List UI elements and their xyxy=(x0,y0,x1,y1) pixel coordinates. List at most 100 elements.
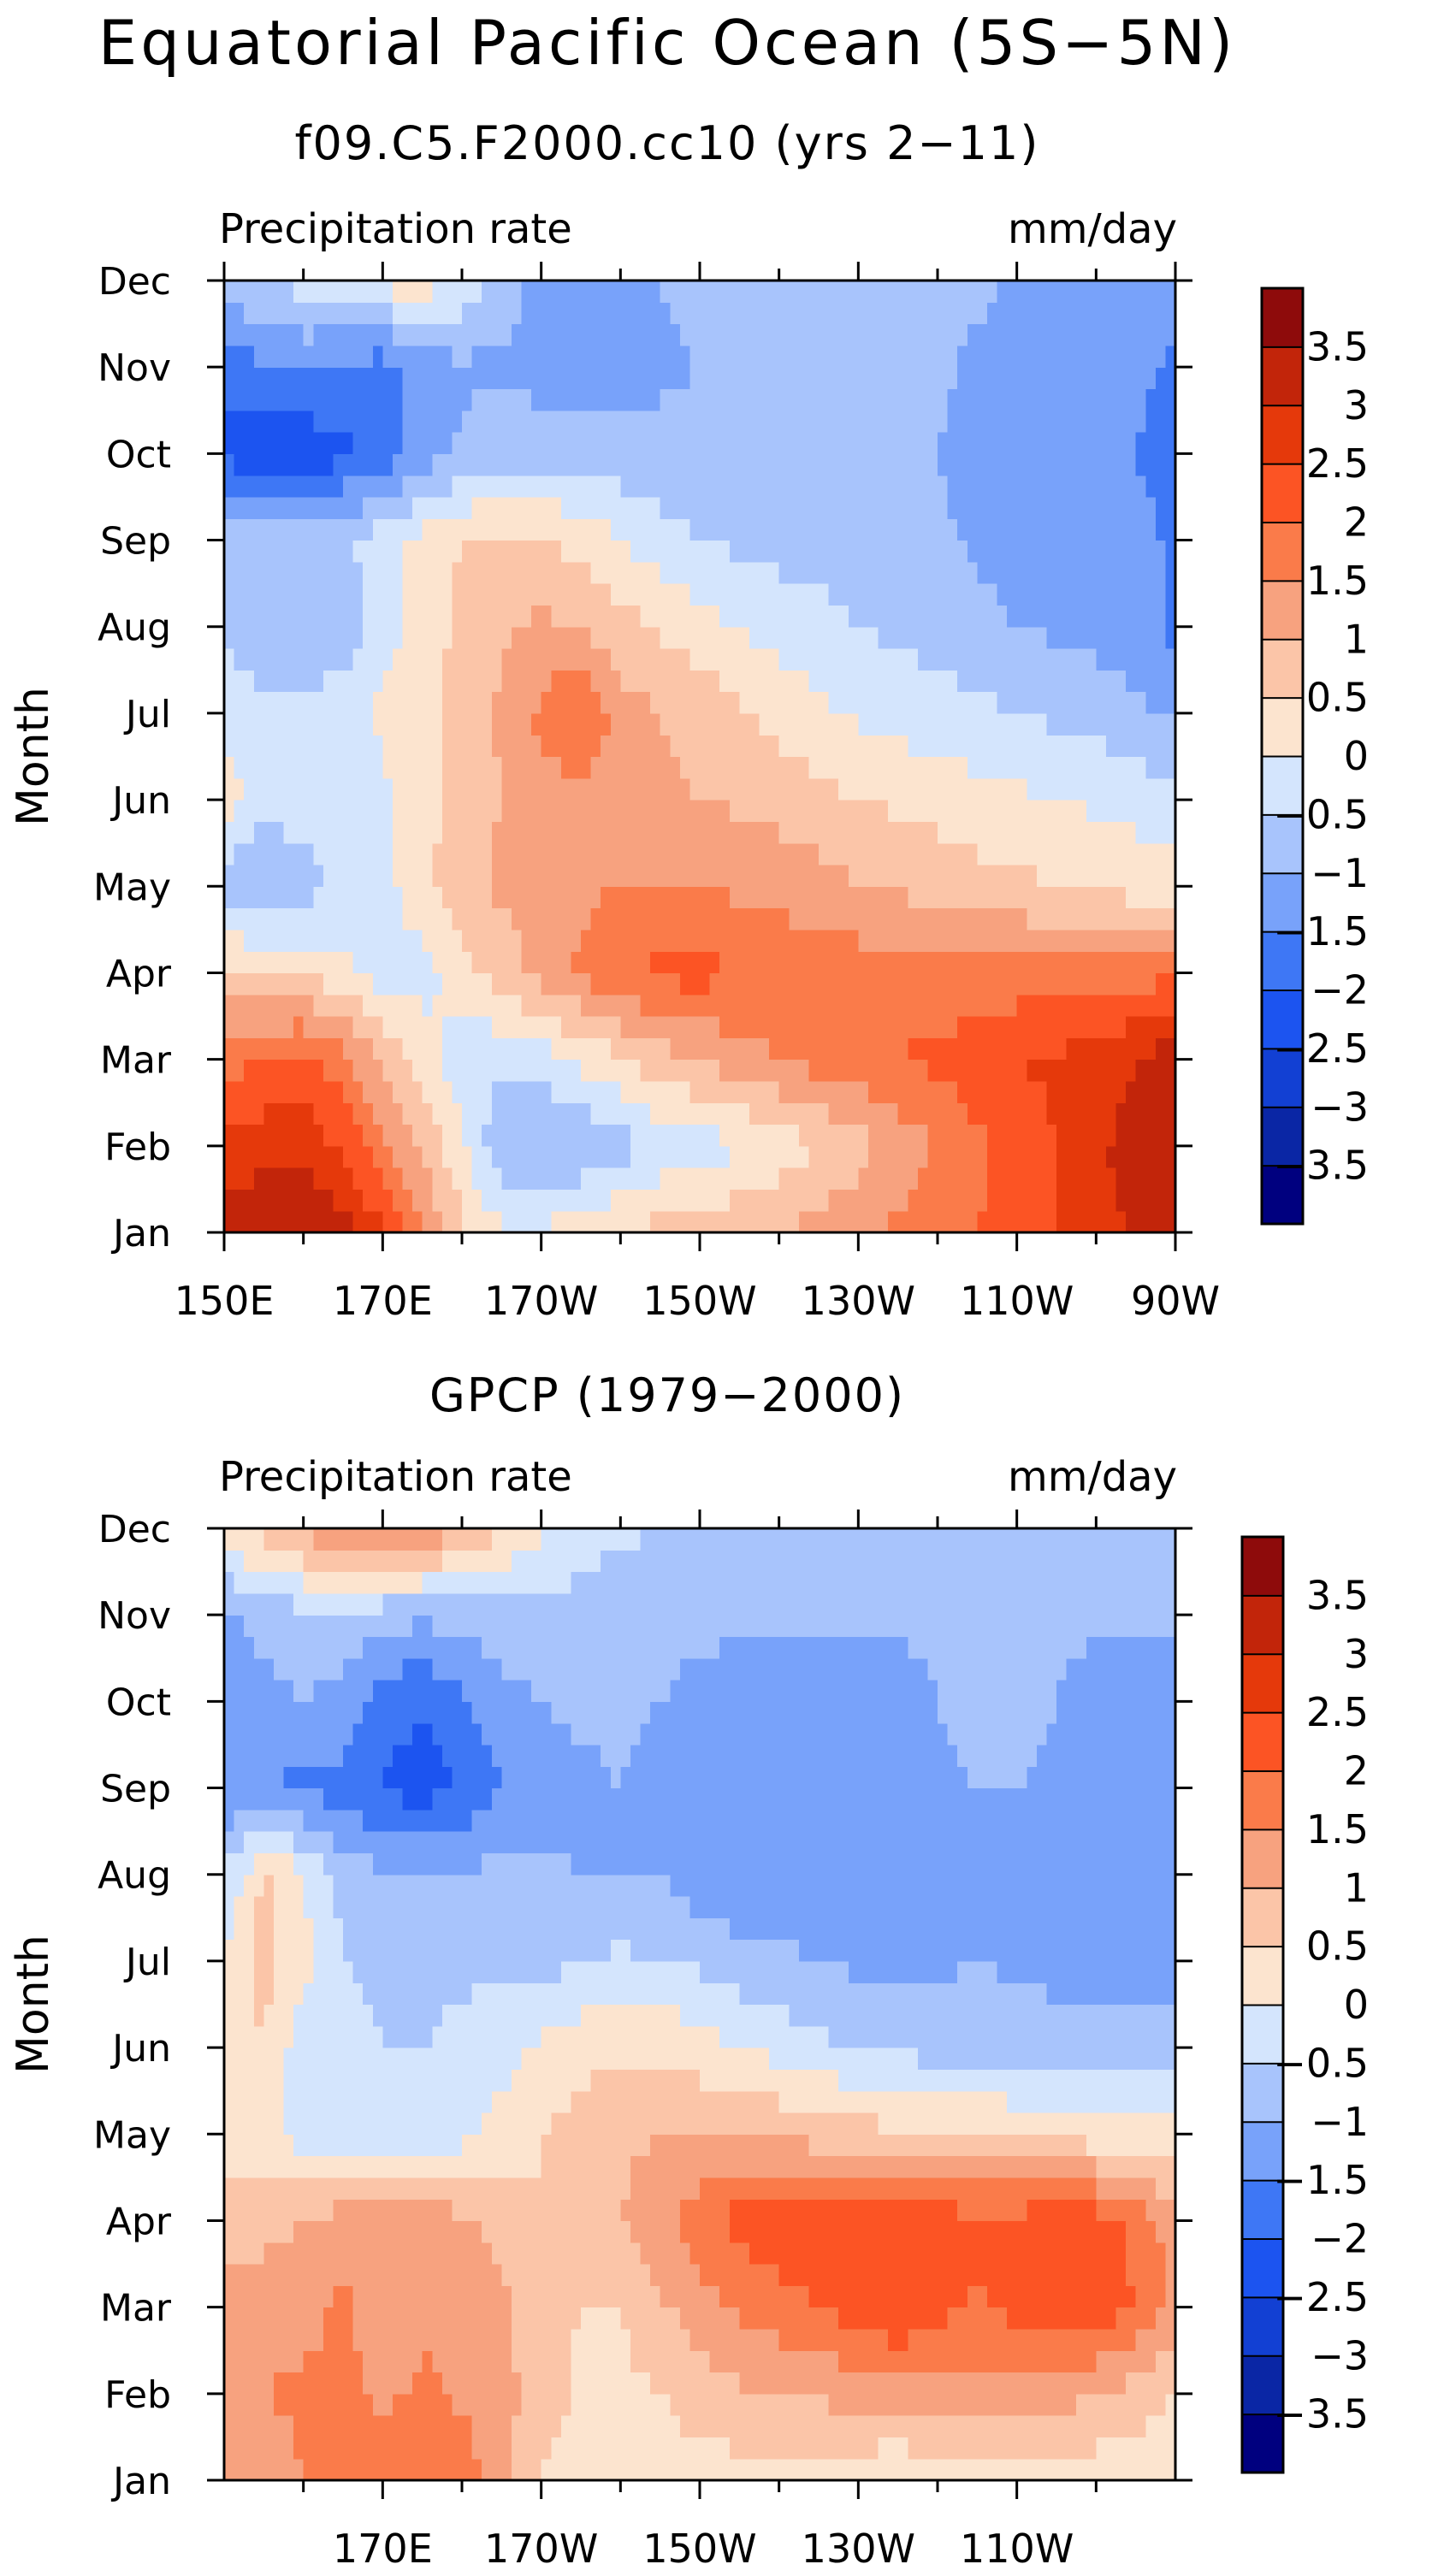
contour-cell xyxy=(709,1145,720,1168)
contour-cell xyxy=(1066,432,1077,454)
contour-cell xyxy=(263,2307,275,2330)
contour-cell xyxy=(749,691,760,714)
contour-cell xyxy=(253,670,264,693)
contour-cell xyxy=(1126,2458,1137,2481)
contour-cell xyxy=(897,583,908,606)
contour-cell xyxy=(878,1124,889,1147)
contour-cell xyxy=(769,323,780,346)
contour-cell xyxy=(382,1016,394,1038)
contour-cell xyxy=(858,475,869,498)
contour-cell xyxy=(630,518,642,541)
contour-cell xyxy=(1007,388,1018,411)
contour-cell xyxy=(402,1124,413,1147)
contour-cell xyxy=(679,518,691,541)
contour-cell xyxy=(1105,410,1117,433)
contour-cell xyxy=(1046,626,1057,649)
contour-cell xyxy=(452,670,463,693)
contour-cell xyxy=(848,302,859,325)
contour-cell xyxy=(867,626,879,649)
contour-cell xyxy=(957,691,968,714)
contour-cell xyxy=(531,496,542,519)
contour-cell xyxy=(1016,1210,1027,1233)
contour-cell xyxy=(452,540,463,563)
contour-cell xyxy=(789,756,800,779)
contour-cell xyxy=(848,864,859,887)
contour-cell xyxy=(808,1080,820,1103)
contour-cell xyxy=(322,1016,334,1038)
contour-cell xyxy=(670,367,681,390)
contour-cell xyxy=(888,1102,899,1126)
contour-cell xyxy=(571,323,582,346)
contour-cell xyxy=(571,821,582,844)
contour-cell xyxy=(927,475,938,498)
contour-cell xyxy=(273,756,285,779)
contour-cell xyxy=(313,475,324,498)
contour-cell xyxy=(917,388,929,411)
contour-cell xyxy=(1135,972,1146,996)
contour-cell xyxy=(1155,951,1167,974)
contour-cell xyxy=(541,994,552,1017)
contour-cell xyxy=(224,1016,235,1038)
contour-cell xyxy=(1056,561,1068,584)
contour-cell xyxy=(313,951,324,974)
contour-cell xyxy=(581,2393,592,2416)
contour-cell xyxy=(412,2458,423,2481)
contour-cell xyxy=(273,1189,285,1212)
contour-cell xyxy=(441,2307,453,2330)
contour-cell xyxy=(789,518,800,541)
contour-cell xyxy=(441,323,453,346)
contour-cell xyxy=(977,432,988,454)
contour-cell xyxy=(1056,540,1068,563)
contour-cell xyxy=(1076,561,1087,584)
contour-cell xyxy=(986,864,998,887)
contour-cell xyxy=(402,561,413,584)
contour-cell xyxy=(491,691,502,714)
contour-cell xyxy=(630,929,642,952)
contour-cell xyxy=(986,756,998,779)
contour-cell xyxy=(333,864,344,887)
contour-cell xyxy=(293,1189,305,1212)
contour-cell xyxy=(1076,864,1087,887)
contour-cell xyxy=(700,691,711,714)
contour-cell xyxy=(224,453,235,476)
contour-cell xyxy=(947,1016,958,1038)
contour-cell xyxy=(1145,475,1157,498)
contour-cell xyxy=(482,691,493,714)
contour-cell xyxy=(759,2415,770,2438)
contour-cell xyxy=(778,2393,790,2416)
contour-cell xyxy=(739,1059,750,1082)
y-tick-label: Aug xyxy=(98,606,171,650)
contour-cell xyxy=(372,496,383,519)
contour-cell xyxy=(739,1037,750,1061)
contour-cell xyxy=(947,281,958,303)
contour-cell xyxy=(729,432,740,454)
contour-cell xyxy=(253,2393,264,2416)
contour-cell xyxy=(808,1124,820,1147)
contour-cell xyxy=(313,648,324,671)
contour-cell xyxy=(897,670,908,693)
contour-cell xyxy=(640,821,651,844)
contour-cell xyxy=(679,1016,691,1038)
contour-cell xyxy=(303,1102,314,1126)
contour-cell xyxy=(819,1102,830,1126)
contour-cell xyxy=(689,302,701,325)
contour-cell xyxy=(620,2372,631,2395)
contour-cell xyxy=(234,496,245,519)
contour-cell xyxy=(273,2458,285,2481)
contour-cell xyxy=(1076,583,1087,606)
contour-cell xyxy=(997,583,1008,606)
contour-cell xyxy=(1105,800,1117,822)
contour-cell xyxy=(581,842,592,866)
contour-cell xyxy=(1105,929,1117,952)
contour-cell xyxy=(1027,842,1038,866)
contour-cell xyxy=(1105,886,1117,909)
contour-cell xyxy=(986,432,998,454)
contour-cell xyxy=(719,496,731,519)
contour-cell xyxy=(1076,735,1087,758)
contour-cell xyxy=(1016,842,1027,866)
contour-cell xyxy=(1115,1037,1127,1061)
contour-cell xyxy=(471,302,482,325)
contour-cell xyxy=(452,2415,463,2438)
contour-cell xyxy=(224,1189,235,1212)
contour-cell xyxy=(363,2307,374,2330)
